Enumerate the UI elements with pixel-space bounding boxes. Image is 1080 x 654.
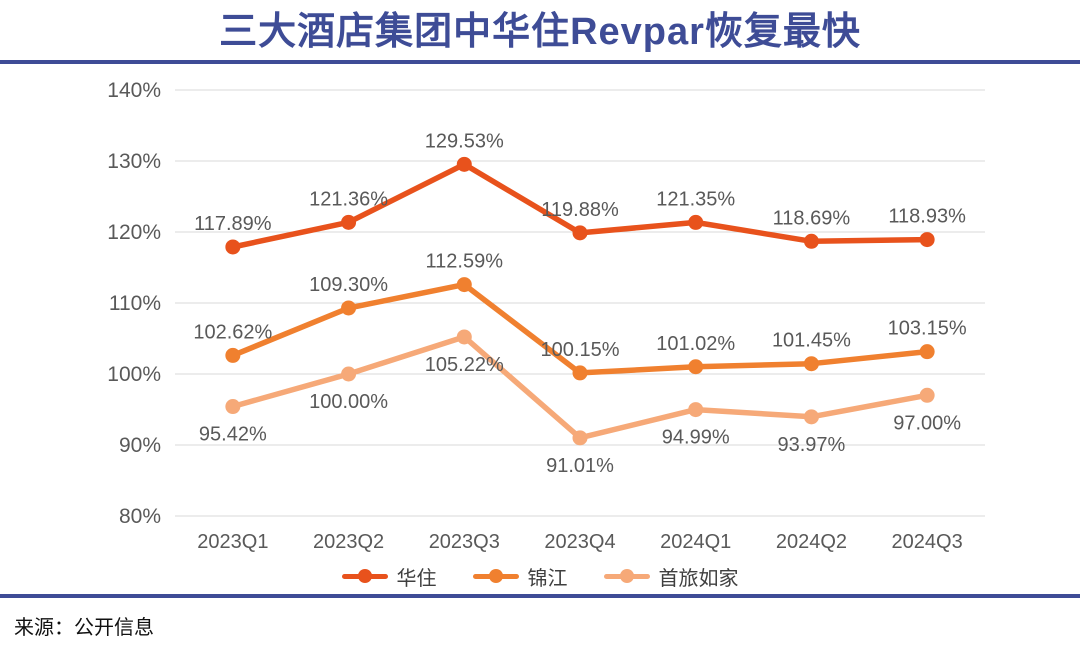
shoulv-rujia-value-label-2023Q2: 100.00% — [309, 391, 388, 413]
series-jinjiang: 102.62% 109.30% 112.59% 100.15% 101.02% 101.4… — [193, 251, 967, 381]
shoulv-rujia-value-label-2024Q3: 97.00% — [893, 412, 961, 434]
huazhu-point-2024Q1 — [688, 214, 704, 230]
y-tick-label-80: 80% — [119, 505, 161, 528]
legend-line-dot-icon — [603, 569, 650, 583]
x-tick-label-2023Q1: 2023Q1 — [197, 531, 268, 553]
jinjiang-value-label-2023Q3: 112.59% — [426, 251, 504, 273]
huazhu-value-label-2023Q4: 119.88% — [541, 199, 619, 221]
huazhu-point-2024Q3 — [919, 232, 935, 248]
jinjiang-point-2024Q3 — [919, 344, 935, 360]
jinjiang-value-label-2024Q1: 101.02% — [656, 333, 735, 355]
y-tick-label-110: 110% — [109, 292, 161, 315]
shoulv-rujia-value-label-2023Q3: 105.22% — [425, 354, 504, 376]
chart-legend: 华住 锦江 首旅如家 — [0, 558, 1080, 594]
legend-dot-icon — [488, 569, 503, 583]
y-tick-label-130: 130% — [107, 150, 161, 173]
jinjiang-value-label-2023Q1: 102.62% — [193, 321, 272, 343]
y-tick-label-100: 100% — [107, 363, 161, 386]
chart-area: 140% 130% 120% 110% 100% 90% 80% 2023Q1 2023Q2 20… — [0, 64, 1080, 594]
jinjiang-value-label-2024Q2: 101.45% — [772, 330, 851, 352]
legend-label-jinjiang: 锦江 — [527, 567, 568, 590]
shoulv-rujia-point-2023Q2 — [341, 366, 357, 382]
jinjiang-value-label-2024Q3: 103.15% — [888, 318, 967, 340]
legend-line-dot-icon — [472, 569, 519, 583]
legend-dot-icon — [357, 569, 372, 583]
jinjiang-point-2023Q2 — [341, 300, 357, 316]
huazhu-value-label-2024Q2: 118.69% — [773, 207, 851, 229]
shoulv-rujia-point-2023Q1 — [225, 399, 241, 415]
source-note: 来源：公开信息 — [14, 617, 154, 639]
legend-line-dot-icon — [341, 569, 388, 583]
x-tick-label-2023Q2: 2023Q2 — [313, 531, 384, 553]
shoulv-rujia-point-2023Q3 — [456, 329, 472, 345]
footer-divider — [0, 594, 1080, 598]
x-tick-label-2024Q2: 2024Q2 — [776, 531, 847, 553]
x-tick-label-2023Q4: 2023Q4 — [544, 531, 615, 553]
shoulv-rujia-value-label-2024Q2: 93.97% — [778, 434, 846, 456]
jinjiang-point-2023Q1 — [225, 347, 241, 363]
huazhu-value-label-2024Q1: 121.35% — [656, 188, 735, 210]
jinjiang-point-2024Q2 — [803, 356, 819, 372]
huazhu-value-label-2023Q3: 129.53% — [425, 130, 504, 152]
shoulv-rujia-value-label-2023Q4: 91.01% — [546, 455, 614, 477]
huazhu-point-2023Q3 — [456, 156, 472, 172]
huazhu-value-label-2023Q1: 117.89% — [194, 213, 272, 235]
chart-footer: 来源：公开信息 — [0, 598, 1080, 654]
legend-label-huazhu: 华住 — [396, 567, 437, 590]
title-divider — [0, 60, 1080, 64]
x-tick-label-2024Q3: 2024Q3 — [892, 531, 963, 553]
shoulv-rujia-value-label-2023Q1: 95.42% — [199, 424, 267, 446]
shoulv-rujia-point-2024Q3 — [919, 387, 935, 403]
legend-item-jinjiang: 锦江 — [472, 562, 568, 591]
chart-header: 三大酒店集团中华住Revpar恢复最快 — [0, 0, 1080, 60]
legend-item-huazhu: 华住 — [341, 562, 437, 591]
legend-item-shoulv-rujia: 首旅如家 — [603, 562, 739, 591]
revpar-line-chart: 140% 130% 120% 110% 100% 90% 80% 2023Q1 2023Q2 20… — [107, 79, 985, 553]
y-tick-label-90: 90% — [119, 434, 161, 457]
shoulv-rujia-point-2023Q4 — [572, 430, 588, 446]
huazhu-point-2023Q1 — [225, 239, 241, 255]
jinjiang-value-label-2023Q2: 109.30% — [309, 274, 388, 296]
y-tick-label-120: 120% — [107, 221, 161, 244]
y-tick-label-140: 140% — [107, 79, 161, 102]
jinjiang-point-2023Q4 — [572, 365, 588, 381]
x-tick-label-2024Q1: 2024Q1 — [660, 531, 731, 553]
shoulv-rujia-point-2024Q1 — [688, 402, 704, 418]
legend-label-shoulv-rujia: 首旅如家 — [658, 567, 739, 590]
shoulv-rujia-point-2024Q2 — [803, 409, 819, 425]
legend-dot-icon — [619, 569, 634, 583]
huazhu-value-label-2024Q3: 118.93% — [888, 206, 966, 228]
series-shoulv-rujia: 95.42% 100.00% 105.22% 91.01% 94.99% 93.97% 97… — [199, 329, 961, 477]
x-tick-label-2023Q3: 2023Q3 — [429, 531, 500, 553]
series-huazhu: 117.89% 121.36% 129.53% 119.88% 121.35% 118.6… — [194, 130, 966, 255]
jinjiang-point-2023Q3 — [456, 277, 472, 293]
jinjiang-point-2024Q1 — [688, 359, 704, 375]
chart-title: 三大酒店集团中华住Revpar恢复最快 — [219, 10, 861, 53]
jinjiang-value-label-2023Q4: 100.15% — [541, 339, 620, 361]
shoulv-rujia-value-label-2024Q1: 94.99% — [662, 427, 730, 449]
huazhu-point-2024Q2 — [803, 233, 819, 249]
huazhu-point-2023Q2 — [341, 214, 357, 230]
huazhu-point-2023Q4 — [572, 225, 588, 241]
huazhu-value-label-2023Q2: 121.36% — [309, 188, 388, 210]
